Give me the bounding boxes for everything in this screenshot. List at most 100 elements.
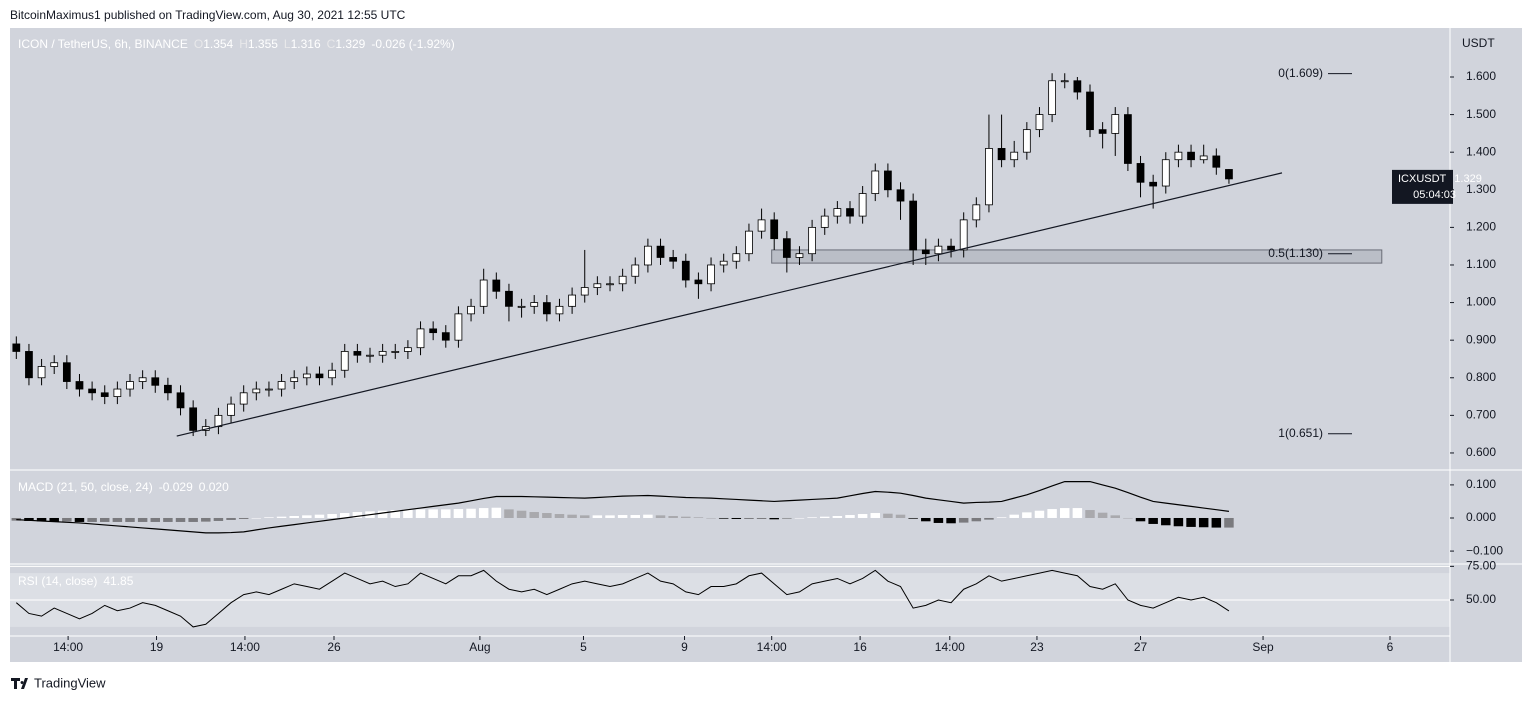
y-tick-label: 1.500	[1466, 107, 1496, 121]
macd-histogram-bar	[390, 510, 400, 518]
macd-histogram-bar	[163, 517, 173, 522]
candle-body	[985, 148, 993, 206]
macd-histogram-bar	[428, 509, 438, 518]
macd-histogram-bar	[264, 517, 274, 518]
candle-body	[542, 302, 551, 315]
macd-histogram-bar	[857, 514, 868, 518]
candle-body	[568, 294, 576, 307]
x-tick-label: 23	[1030, 640, 1044, 654]
candle-body	[126, 381, 134, 390]
macd-histogram-bar	[441, 509, 451, 518]
candle-body	[770, 219, 779, 240]
candle-body	[846, 208, 854, 217]
candle-body	[921, 249, 930, 255]
macd-histogram-bar	[921, 517, 931, 522]
macd-histogram-bar	[1135, 517, 1146, 522]
macd-histogram-bar	[870, 513, 880, 518]
candle-body	[606, 283, 614, 286]
macd-histogram-bar	[125, 517, 135, 522]
price-tag-symbol: ICXUSDT	[1398, 173, 1447, 185]
chart-layer: 14:00 19 14:00 26 Aug 5 9 14:00 16 14:00 23 27 Sep 6 0…	[10, 36, 1503, 654]
legend-title: ICON / TetherUS, 6h, BINANCE	[18, 37, 188, 51]
ohlc-key: L	[284, 37, 291, 51]
publish-header: BitcoinMaximus1 published on TradingView…	[10, 8, 406, 22]
candle-body	[1073, 80, 1082, 93]
footer-brand: TradingView	[34, 675, 106, 690]
ohlc-value: 1.354	[203, 37, 233, 51]
fib-label: 0.5(1.130)	[1268, 246, 1323, 260]
candle-body	[479, 279, 488, 307]
candle-body	[795, 253, 804, 258]
macd-histogram-bar	[302, 515, 312, 518]
macd-histogram-bar	[213, 517, 224, 521]
candle-body	[959, 219, 968, 251]
y-tick-label: 1.200	[1466, 220, 1496, 234]
candle-body	[227, 403, 235, 416]
candle-body	[580, 287, 589, 296]
candle-body	[1149, 181, 1158, 187]
macd-histogram-bar	[668, 516, 678, 518]
macd-histogram-bar	[718, 517, 729, 519]
macd-histogram-bar	[87, 517, 97, 522]
candle-body	[1225, 169, 1233, 180]
candle-body	[1022, 129, 1031, 153]
candle-body	[176, 392, 185, 409]
ohlc-key: C	[327, 37, 336, 51]
macd-histogram-bar	[352, 512, 363, 518]
candle-body	[694, 279, 703, 285]
candle-body	[1124, 114, 1132, 164]
x-tick-label: 27	[1134, 640, 1148, 654]
candle-body	[113, 388, 122, 397]
candle-body	[75, 381, 84, 390]
candle-body	[745, 230, 753, 255]
candle-body	[404, 347, 412, 352]
x-tick-label: 14:00	[53, 640, 83, 654]
candle-body	[884, 170, 892, 191]
candle-body	[492, 279, 501, 292]
candle-body	[858, 193, 867, 217]
y-tick-label: 50.00	[1466, 592, 1496, 606]
candle-body	[429, 328, 438, 334]
macd-histogram-bar	[883, 513, 893, 518]
macd-histogram-bar	[744, 517, 754, 519]
x-tick-label: 14:00	[230, 640, 260, 654]
candle-body	[909, 200, 918, 251]
candle-body	[1010, 151, 1019, 161]
macd-histogram-bar	[137, 517, 148, 522]
macd-histogram-bar	[529, 512, 539, 518]
macd-histogram-bar	[782, 517, 792, 519]
rsi-line	[15, 569, 1230, 628]
candle-body	[62, 362, 71, 382]
candle-body	[340, 351, 349, 371]
x-tick-label: Sep	[1252, 640, 1274, 654]
macd-histogram-bar	[516, 510, 527, 518]
y-tick-label: 1.400	[1466, 144, 1496, 158]
macd-histogram-bar	[617, 515, 628, 518]
y-tick-label: 1.000	[1466, 295, 1496, 309]
x-tick-label: 14:00	[935, 640, 965, 654]
macd-histogram-bar	[1022, 512, 1032, 518]
macd-legend: MACD (21, 50, close, 24) -0.029 0.020	[18, 480, 229, 494]
candle-body	[997, 148, 1006, 161]
macd-histogram-bar	[201, 517, 211, 522]
macd-histogram-bar	[453, 509, 464, 518]
macd-histogram-bar	[681, 516, 691, 518]
macd-histogram-bar	[1186, 517, 1196, 527]
candle-body	[871, 170, 880, 194]
ohlc-key: H	[239, 37, 248, 51]
candle-body	[505, 290, 513, 307]
macd-histogram-bar	[175, 517, 186, 522]
macd-histogram-bar	[1085, 510, 1095, 518]
macd-histogram-bar	[327, 514, 337, 518]
y-tick-label: −0.100	[1466, 543, 1503, 557]
candle-body	[732, 253, 741, 262]
candle-body	[164, 384, 172, 394]
macd-histogram-bar	[605, 515, 615, 518]
y-tick-label: 1.300	[1466, 182, 1496, 196]
macd-histogram-bar	[630, 515, 640, 518]
candle-body	[353, 351, 362, 356]
macd-histogram-bar	[643, 514, 653, 518]
macd-histogram-bar	[807, 517, 817, 518]
candle-body	[467, 305, 475, 315]
y-tick-label: 1.100	[1466, 257, 1496, 271]
